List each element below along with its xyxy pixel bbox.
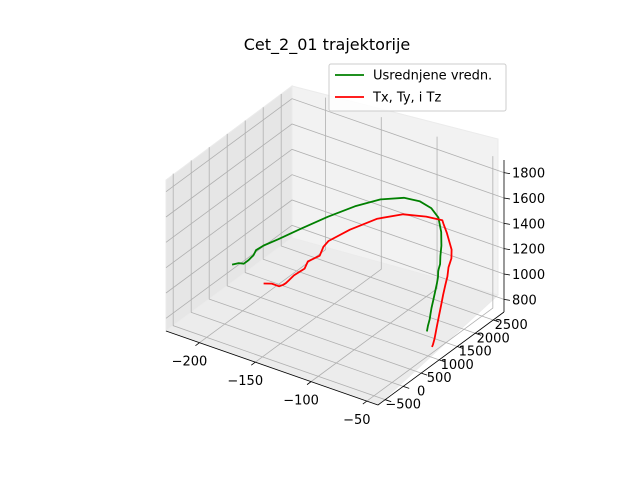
- y-tick-label: 1500: [459, 345, 492, 360]
- tick-layer: −200−150−100−50−500050010001500200025008…: [172, 167, 545, 428]
- y-tick-mark: [475, 332, 482, 336]
- z-tick-label: 800: [512, 293, 537, 308]
- y-tick-mark: [421, 372, 428, 376]
- grid-line-y: [226, 133, 440, 361]
- grid-line-y: [262, 107, 476, 334]
- axis-lines: [165, 160, 505, 406]
- grid-line-z: [165, 148, 505, 243]
- y-tick-label: 2000: [477, 331, 510, 346]
- x-tick-label: −100: [283, 394, 319, 409]
- series-line-1: [263, 213, 453, 348]
- grid-line-z: [165, 224, 505, 319]
- grid-line-z: [165, 98, 505, 192]
- chart-title: Cet_2_01 trajektorije: [244, 35, 411, 55]
- y-tick-label: 1000: [441, 358, 474, 373]
- z-tick-label: 1600: [512, 192, 545, 207]
- z-tick-mark: [503, 248, 511, 251]
- x-tick-label: −200: [172, 355, 208, 370]
- grid-line-x: [255, 117, 382, 363]
- y-tick-mark: [439, 359, 446, 363]
- legend-label-usrednjene: Usrednjene vredn.: [373, 69, 492, 84]
- grid-line-z: [165, 174, 505, 268]
- y-tick-label: −500: [385, 398, 421, 413]
- grid-line-x: [366, 156, 494, 402]
- grid-line-y: [172, 173, 386, 401]
- z-tick-mark: [503, 222, 511, 225]
- series-layer: [231, 196, 453, 348]
- z-tick-mark: [503, 273, 511, 276]
- grid-line-x: [310, 136, 438, 382]
- grid-line-y: [190, 160, 404, 387]
- z-tick-label: 1000: [512, 268, 545, 283]
- y-tick-mark: [493, 319, 500, 323]
- legend-label-tx-ty-tz: Tx, Ty, i Tz: [372, 91, 441, 106]
- z-tick-mark: [503, 172, 511, 175]
- z-tick-label: 1400: [512, 217, 545, 232]
- y-tick-mark: [457, 346, 464, 349]
- grid-line-y: [244, 120, 458, 347]
- series-line-0: [231, 196, 443, 332]
- x-tick-mark: [306, 381, 312, 385]
- grid-line-z: [165, 123, 505, 218]
- y-tick-mark: [385, 399, 392, 403]
- y-tick-label: 500: [427, 371, 452, 386]
- z-tick-label: 1800: [512, 167, 545, 182]
- grid-lines: [165, 93, 505, 402]
- grid-line-y: [208, 147, 422, 374]
- z-tick-label: 1200: [512, 243, 545, 258]
- x-tick-mark: [251, 361, 256, 366]
- x-tick-mark: [362, 400, 368, 405]
- legend-box: [328, 63, 507, 112]
- y-axis-line: [377, 311, 505, 406]
- grid-line-z: [165, 199, 505, 294]
- z-tick-mark: [503, 197, 511, 200]
- x-tick-label: −150: [227, 374, 263, 389]
- y-tick-label: 2500: [495, 318, 528, 333]
- y-tick-mark: [403, 386, 410, 389]
- x-axis-line: [165, 330, 379, 406]
- z-tick-mark: [503, 298, 511, 301]
- x-tick-mark: [195, 342, 200, 347]
- grid-line-x: [199, 97, 326, 344]
- legend: Usrednjene vredn. Tx, Ty, i Tz: [328, 63, 507, 112]
- x-tick-label: −50: [343, 413, 370, 428]
- grid-line-y: [280, 93, 494, 321]
- y-tick-label: 0: [417, 384, 425, 399]
